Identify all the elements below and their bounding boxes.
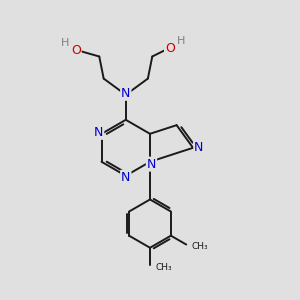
Text: N: N [94,126,103,139]
Text: CH₃: CH₃ [155,263,172,272]
Text: H: H [61,38,69,48]
Text: N: N [194,141,204,154]
Text: N: N [121,171,130,184]
Text: N: N [121,87,130,100]
Text: O: O [165,42,175,55]
Text: O: O [71,44,81,56]
Text: H: H [177,36,185,46]
Text: CH₃: CH₃ [191,242,208,251]
Text: N: N [147,158,156,171]
